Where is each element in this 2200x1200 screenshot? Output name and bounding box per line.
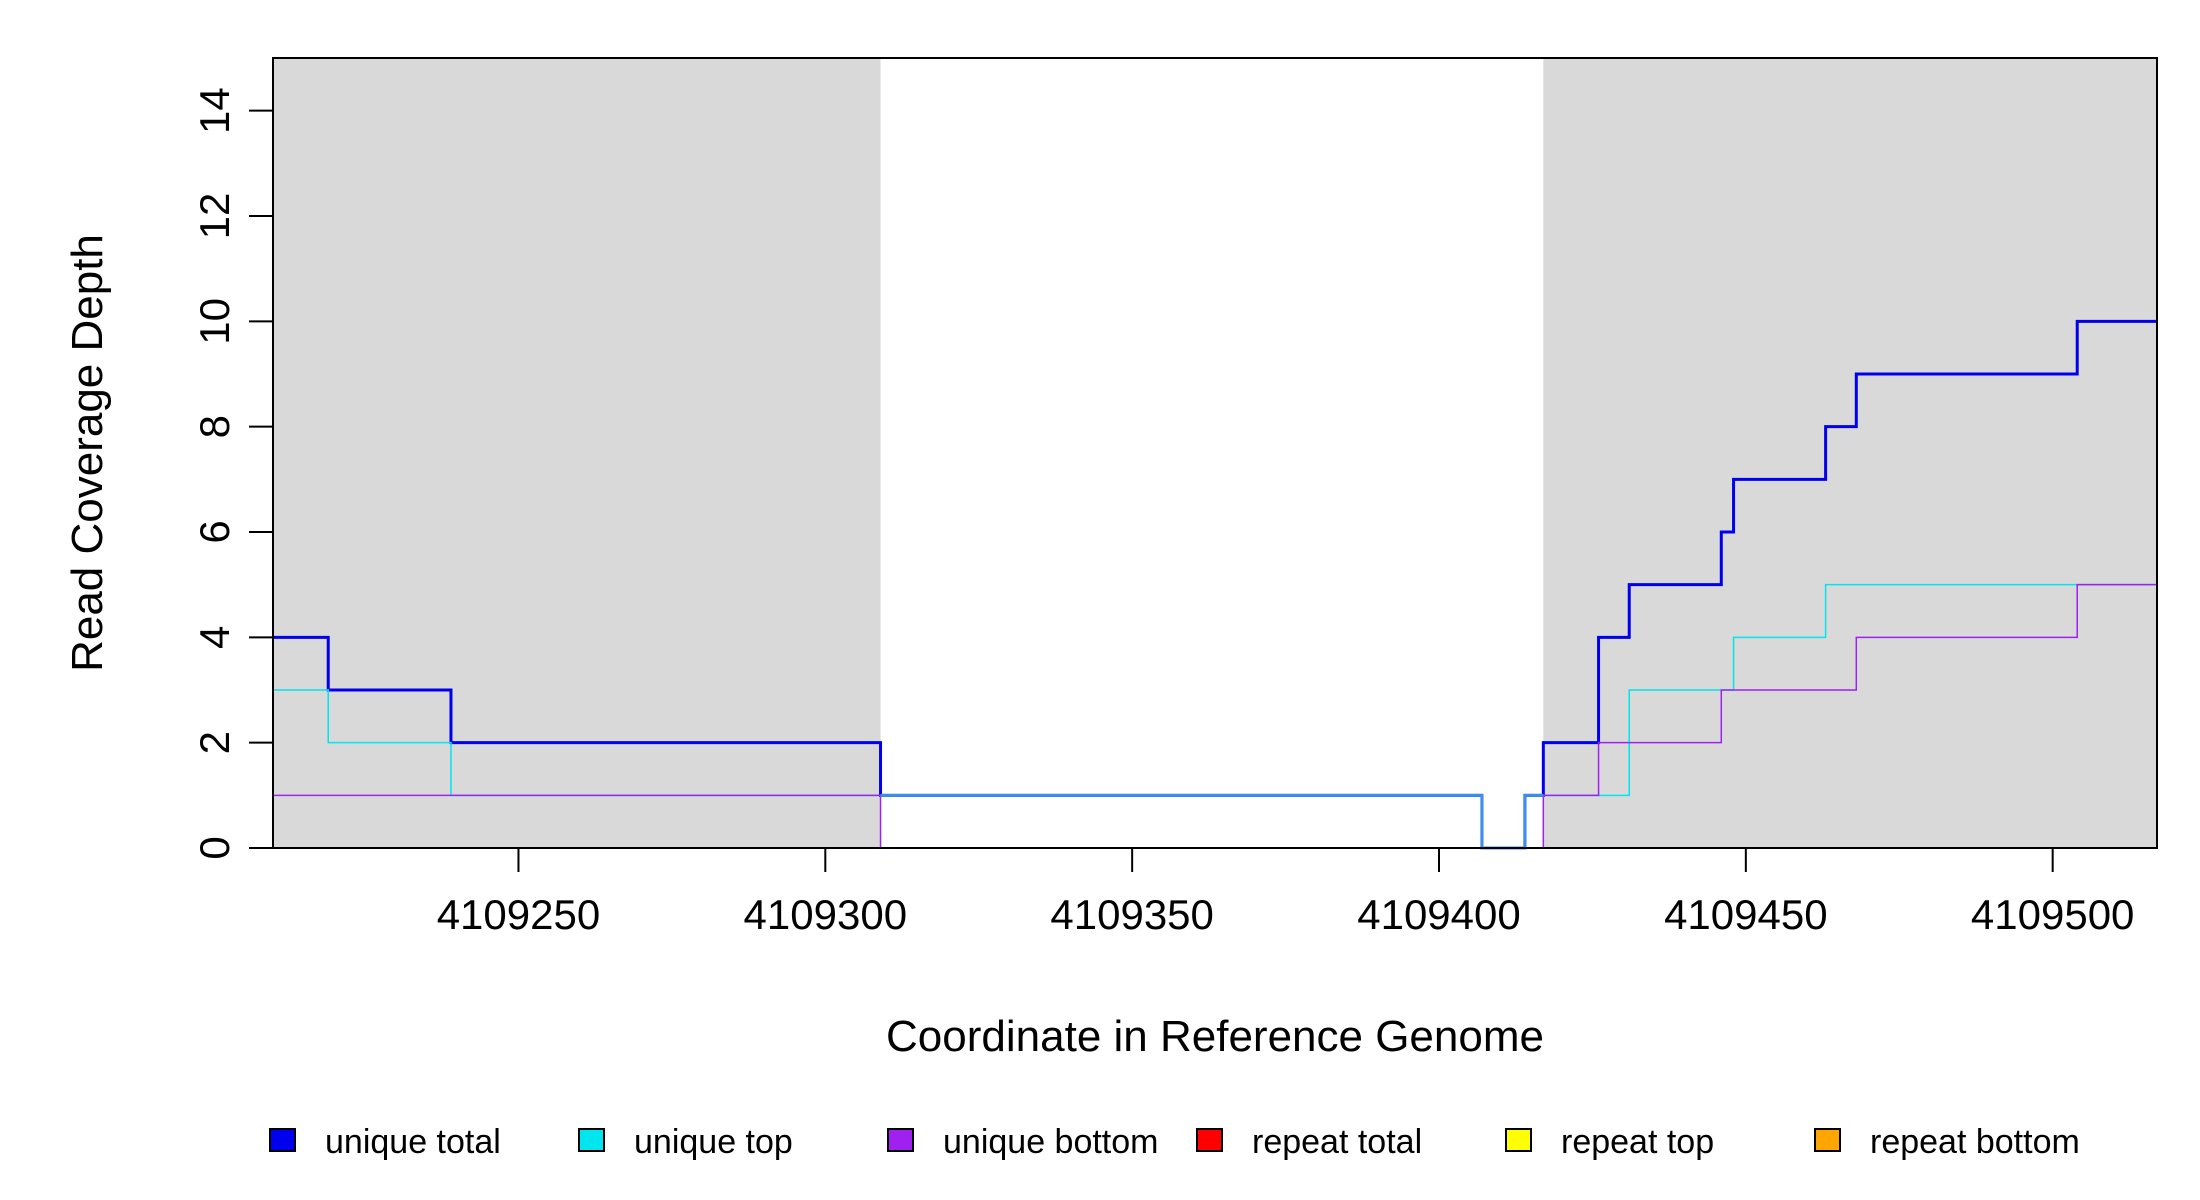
legend-label-unique-bottom: unique bottom [943, 1123, 1159, 1161]
y-axis-title: Read Coverage Depth [63, 234, 112, 672]
shaded-regions [273, 58, 2157, 848]
shaded-region-1 [273, 58, 881, 848]
y-tick-label: 14 [191, 87, 238, 134]
legend-swatch-unique-top [578, 1128, 605, 1152]
y-tick-label: 12 [191, 193, 238, 240]
y-tick-label: 10 [191, 298, 238, 345]
y-tick-label: 0 [191, 836, 238, 859]
x-axis-title: Coordinate in Reference Genome [886, 1012, 1544, 1061]
legend-swatch-repeat-total [1196, 1128, 1223, 1152]
x-tick-label: 4109250 [437, 891, 601, 938]
legend-swatch-unique-total [269, 1128, 296, 1152]
legend: unique total unique top unique bottom repea… [269, 1123, 2080, 1161]
shaded-region-2 [1543, 58, 2157, 848]
y-tick-label: 6 [191, 520, 238, 543]
legend-swatch-repeat-bottom [1814, 1128, 1841, 1152]
legend-label-unique-total: unique total [325, 1123, 501, 1161]
x-tick-label: 4109450 [1664, 891, 1828, 938]
y-axis: 0 2 4 6 8 10 12 14 [191, 87, 274, 860]
legend-label-repeat-total: repeat total [1252, 1123, 1422, 1161]
legend-swatch-repeat-top [1505, 1128, 1532, 1152]
legend-label-unique-top: unique top [634, 1123, 793, 1161]
x-tick-label: 4109500 [1971, 891, 2135, 938]
legend-swatch-unique-bottom [887, 1128, 914, 1152]
legend-label-repeat-bottom: repeat bottom [1870, 1123, 2080, 1161]
y-tick-label: 8 [191, 415, 238, 438]
legend-label-repeat-top: repeat top [1561, 1123, 1714, 1161]
x-tick-label: 4109350 [1050, 891, 1214, 938]
y-tick-label: 2 [191, 731, 238, 754]
series-line-unique-total [273, 319, 2157, 850]
x-tick-label: 4109400 [1357, 891, 1521, 938]
y-tick-label: 4 [191, 626, 238, 649]
x-axis: 4109250 4109300 4109350 4109400 4109450 41095… [437, 847, 2135, 938]
x-tick-label: 4109300 [744, 891, 908, 938]
